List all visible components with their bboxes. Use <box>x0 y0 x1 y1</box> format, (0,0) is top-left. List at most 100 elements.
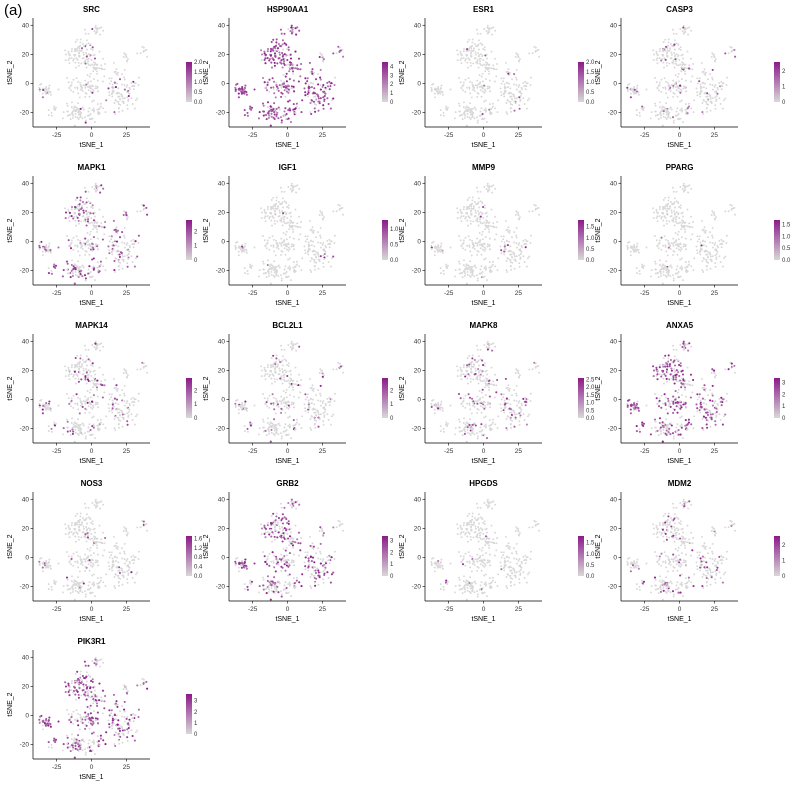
cell-point <box>464 375 467 378</box>
cell-point <box>734 213 737 216</box>
cell-point <box>691 75 694 78</box>
cell-point <box>473 57 476 60</box>
cell-point <box>134 257 137 260</box>
cell-point <box>81 264 84 267</box>
cell-point <box>126 216 129 219</box>
cell-point <box>323 99 326 103</box>
cell-point <box>671 219 674 222</box>
cell-point <box>720 238 723 241</box>
cell-point <box>279 344 282 347</box>
cell-point <box>79 426 82 429</box>
cell-point <box>708 252 711 255</box>
cell-point <box>537 364 540 367</box>
cell-point <box>275 426 278 429</box>
cell-point <box>123 88 126 91</box>
cell-point <box>132 88 135 91</box>
cell-point <box>78 45 81 48</box>
cell-point <box>471 265 474 268</box>
legend-tick-label: 1 <box>194 402 198 408</box>
cell-point <box>67 397 70 400</box>
cell-point <box>715 253 718 255</box>
cell-point <box>78 207 81 210</box>
cell-point <box>673 197 676 200</box>
cell-point <box>729 45 732 48</box>
cell-point <box>466 357 469 359</box>
cell-point <box>243 245 246 248</box>
cell-point <box>709 231 712 234</box>
cell-point <box>657 53 659 56</box>
cell-point <box>276 378 279 381</box>
cell-point <box>127 100 130 102</box>
cell-point <box>656 62 659 65</box>
cell-point <box>72 217 75 220</box>
cell-point <box>275 354 278 357</box>
cell-point <box>497 99 500 102</box>
cell-point <box>275 199 278 202</box>
cell-point <box>287 204 290 207</box>
cell-point <box>328 238 331 241</box>
cell-point <box>88 107 91 110</box>
cell-point <box>478 374 481 377</box>
cell-point <box>655 58 658 61</box>
cell-point <box>733 206 736 209</box>
cell-point <box>64 49 67 52</box>
cell-point <box>460 113 463 116</box>
cell-point <box>319 226 322 229</box>
cell-point <box>703 68 706 71</box>
cell-point <box>679 249 682 252</box>
cell-point <box>715 95 718 97</box>
cell-point <box>81 200 84 204</box>
cell-point <box>711 52 714 55</box>
cell-point <box>517 211 520 214</box>
cell-point <box>92 423 95 426</box>
cell-point <box>672 277 675 280</box>
cell-point <box>684 72 687 75</box>
cell-point <box>292 386 294 389</box>
cell-point <box>277 106 280 109</box>
cell-point <box>504 219 507 222</box>
cell-point <box>666 254 669 257</box>
cell-point <box>78 428 81 431</box>
cell-point <box>127 258 130 260</box>
cell-point <box>635 114 638 117</box>
cell-point <box>270 115 273 118</box>
cell-point <box>522 97 525 100</box>
cell-point <box>125 59 128 62</box>
cell-point <box>488 228 490 231</box>
cell-point <box>108 77 111 80</box>
cell-point <box>509 107 512 110</box>
cell-point <box>260 53 264 56</box>
cell-point <box>473 201 476 203</box>
cell-point <box>468 245 471 248</box>
cell-point <box>84 217 87 220</box>
cell-point <box>317 425 320 428</box>
cell-point <box>69 369 71 372</box>
cell-point <box>479 89 482 92</box>
cell-point <box>704 240 706 243</box>
cell-point <box>492 342 495 345</box>
cell-point <box>476 116 478 119</box>
cell-point <box>469 108 472 111</box>
cell-point <box>286 245 289 248</box>
cell-point <box>489 406 492 409</box>
cell-point <box>682 87 685 90</box>
cell-point <box>523 261 526 263</box>
cell-point <box>244 242 247 245</box>
cell-point <box>272 38 275 41</box>
cell-point <box>82 108 85 111</box>
cell-point <box>314 95 317 98</box>
cell-point <box>684 261 687 264</box>
cell-point <box>139 210 142 213</box>
cell-point <box>71 259 73 262</box>
cell-point <box>502 77 505 80</box>
cell-point <box>266 47 270 51</box>
cell-point <box>117 107 120 110</box>
cell-point <box>724 255 727 258</box>
cell-point <box>473 363 475 366</box>
cell-point <box>272 244 275 247</box>
cell-point <box>134 415 137 418</box>
cell-point <box>319 68 322 71</box>
cell-point <box>678 87 681 90</box>
cell-point <box>666 52 668 55</box>
cell-point <box>312 100 315 103</box>
